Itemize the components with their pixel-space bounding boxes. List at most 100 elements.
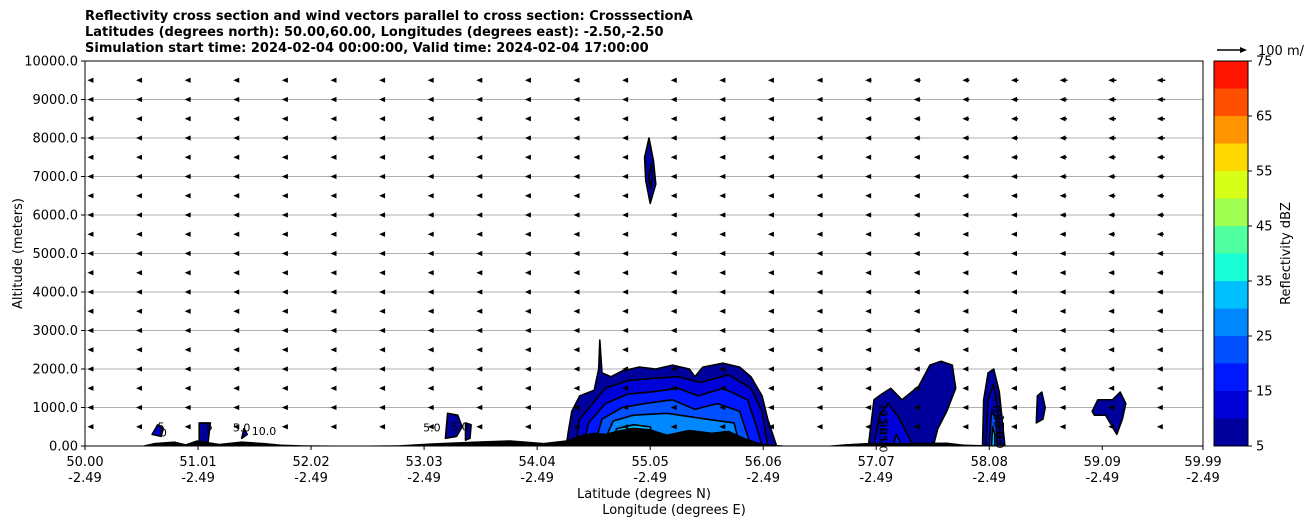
wind-vector-head [1059, 270, 1066, 276]
wind-vector-head [330, 424, 337, 430]
wind-vector-head [913, 135, 920, 141]
reflectivity-cell-10dbz [648, 164, 654, 189]
wind-vector [87, 77, 94, 83]
wind-vector-head [1059, 347, 1066, 353]
wind-vector-head [622, 308, 629, 314]
wind-vector-head [87, 308, 94, 314]
wind-vector [913, 77, 921, 83]
wind-vector [1010, 116, 1019, 122]
wind-vector [1156, 231, 1164, 237]
wind-vector [1059, 96, 1068, 103]
wind-vector [816, 231, 823, 237]
wind-vector-head [524, 173, 531, 180]
wind-vector [622, 173, 629, 180]
reflectivity-cell [151, 424, 165, 438]
wind-vector-head [573, 250, 580, 257]
wind-vector-head [670, 231, 677, 237]
wind-vector-head [622, 289, 629, 295]
wind-vector [719, 250, 726, 257]
wind-vector [962, 327, 969, 334]
wind-vector [87, 116, 94, 122]
wind-vector [476, 173, 483, 180]
wind-vector-head [719, 173, 726, 180]
wind-vector-head [719, 193, 726, 199]
wind-vector-head [1010, 308, 1017, 314]
wind-vector [136, 116, 143, 122]
wind-vector-head [670, 270, 677, 276]
x-tick-label: 55.05 [632, 455, 669, 470]
wind-vector-head [427, 250, 434, 257]
wind-vector-head [184, 424, 191, 430]
contour-label: 5.0 [233, 421, 251, 434]
wind-vector [233, 404, 240, 411]
wind-vector-head [1156, 366, 1163, 372]
wind-vector [767, 327, 774, 334]
wind-vector [233, 289, 240, 295]
wind-vector-head [670, 327, 677, 334]
wind-vector-head [1108, 424, 1115, 430]
wind-vector-head [233, 135, 240, 141]
wind-vector [767, 77, 774, 83]
wind-vector-head [767, 347, 774, 353]
wind-vector [233, 116, 240, 122]
wind-vector-head [1108, 231, 1115, 237]
wind-vector-head [233, 366, 240, 372]
wind-vector [476, 212, 483, 218]
wind-vector [767, 289, 774, 295]
wind-vector-head [281, 135, 288, 141]
wind-vector-head [281, 77, 288, 83]
wind-vector-head [476, 77, 483, 83]
wind-vector-head [962, 327, 969, 334]
wind-vector-head [379, 366, 386, 372]
wind-vector-head [1010, 347, 1017, 353]
wind-vector [184, 231, 191, 237]
wind-vector [816, 193, 823, 199]
wind-vector [427, 193, 434, 199]
wind-vector [184, 212, 191, 218]
wind-vector [136, 154, 143, 160]
wind-vector-head [767, 77, 774, 83]
wind-vector-head [865, 231, 872, 237]
wind-vector [865, 347, 872, 353]
x-tick-label: 54.04 [519, 455, 556, 470]
wind-vector [767, 308, 774, 314]
wind-vector-head [865, 347, 872, 353]
wind-vector-head [330, 404, 337, 411]
wind-vector-head [719, 135, 726, 141]
wind-vector-head [476, 347, 483, 353]
wind-vector-head [233, 404, 240, 411]
terrain-layer [85, 427, 1203, 446]
wind-vector-head [476, 327, 483, 334]
wind-vector-head [136, 289, 143, 295]
wind-vector-head [865, 135, 872, 141]
wind-vector-head [1156, 173, 1163, 180]
wind-vector [1059, 212, 1067, 218]
wind-vector-head [1010, 327, 1017, 334]
wind-vector [476, 270, 483, 276]
wind-vector-head [719, 366, 726, 372]
wind-vector [1059, 250, 1066, 257]
wind-vector [622, 366, 629, 372]
wind-vector [184, 347, 191, 353]
wind-vector-head [233, 96, 240, 103]
wind-vector [767, 366, 774, 372]
y-tick-label: 9000.0 [33, 93, 79, 108]
wind-vector-head [1010, 77, 1017, 83]
wind-vector-head [865, 270, 872, 276]
wind-vector-head [233, 424, 240, 430]
wind-vector [573, 404, 580, 411]
wind-vector [184, 289, 191, 295]
wind-vector [136, 212, 143, 218]
reflectivity-cell [240, 427, 249, 440]
wind-vector [573, 77, 580, 83]
wind-vector-head [1010, 289, 1017, 295]
wind-vector-head [719, 327, 726, 334]
wind-vector [427, 404, 434, 411]
wind-vector [87, 308, 94, 314]
wind-vector [1059, 116, 1068, 122]
wind-vector [379, 327, 386, 334]
wind-vector-head [670, 250, 677, 257]
wind-vector [1156, 347, 1163, 353]
contour-label: 5 [206, 421, 213, 434]
wind-vector-head [573, 366, 580, 372]
